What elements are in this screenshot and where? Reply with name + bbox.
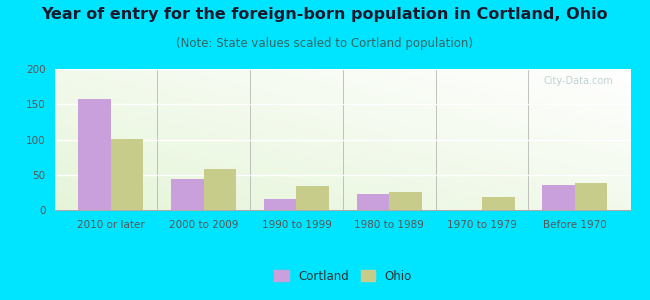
Bar — [111, 139, 144, 210]
Text: (Note: State values scaled to Cortland population): (Note: State values scaled to Cortland p… — [177, 38, 473, 50]
Bar — [482, 196, 515, 210]
Bar — [264, 199, 296, 210]
Bar — [575, 182, 607, 210]
Bar — [357, 194, 389, 210]
Bar — [389, 192, 422, 210]
Bar — [542, 185, 575, 210]
Bar — [203, 169, 236, 210]
Legend: Cortland, Ohio: Cortland, Ohio — [268, 264, 417, 289]
Bar — [171, 179, 203, 210]
Text: Year of entry for the foreign-born population in Cortland, Ohio: Year of entry for the foreign-born popul… — [42, 8, 608, 22]
Text: City-Data.com: City-Data.com — [543, 76, 613, 86]
Bar — [79, 99, 111, 210]
Bar — [296, 186, 329, 210]
